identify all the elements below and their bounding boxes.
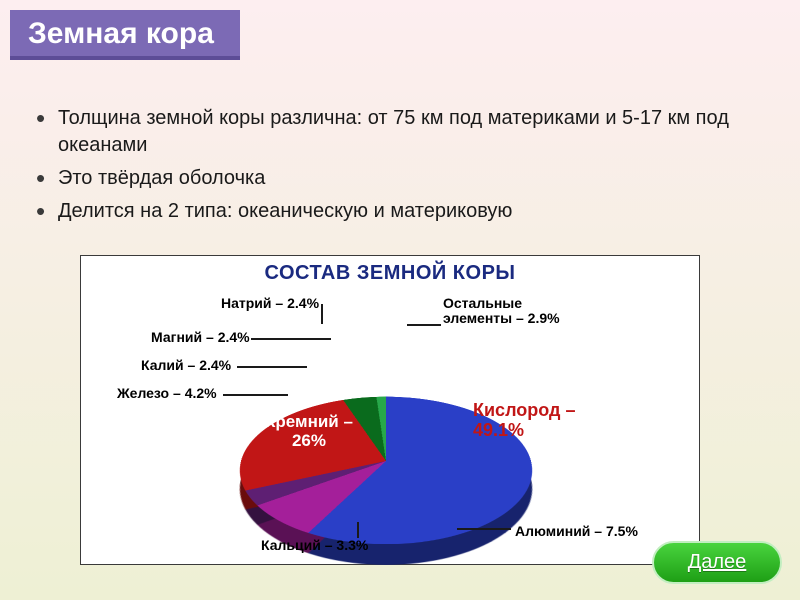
page-title: Земная кора (10, 10, 240, 60)
bullet-item: Толщина земной коры различна: от 75 км п… (30, 105, 770, 159)
bullet-list: Толщина земной коры различна: от 75 км п… (30, 105, 770, 225)
label-oxygen: Кислород –49.1% (473, 401, 575, 441)
label-aluminium: Алюминий – 7.5% (515, 524, 638, 539)
bullet-item: Это твёрдая оболочка (30, 165, 770, 192)
label-calcium: Кальций – 3.3% (261, 538, 368, 553)
label-potassium: Калий – 2.4% (141, 358, 231, 373)
label-iron: Железо – 4.2% (117, 386, 217, 401)
label-magnesium: Магний – 2.4% (151, 330, 250, 345)
label-sodium: Натрий – 2.4% (221, 296, 319, 311)
pie-chart-container: СОСТАВ ЗЕМНОЙ КОРЫ Кислород –49.1% Алюми… (80, 255, 700, 565)
label-silicon: Кремний –26% (265, 413, 353, 450)
bullet-item: Делится на 2 типа: океаническую и матери… (30, 198, 770, 225)
content-area: Толщина земной коры различна: от 75 км п… (30, 105, 770, 231)
label-other: Остальныеэлементы – 2.9% (443, 296, 560, 327)
next-button[interactable]: Далее (652, 541, 782, 584)
chart-title: СОСТАВ ЗЕМНОЙ КОРЫ (81, 262, 699, 285)
